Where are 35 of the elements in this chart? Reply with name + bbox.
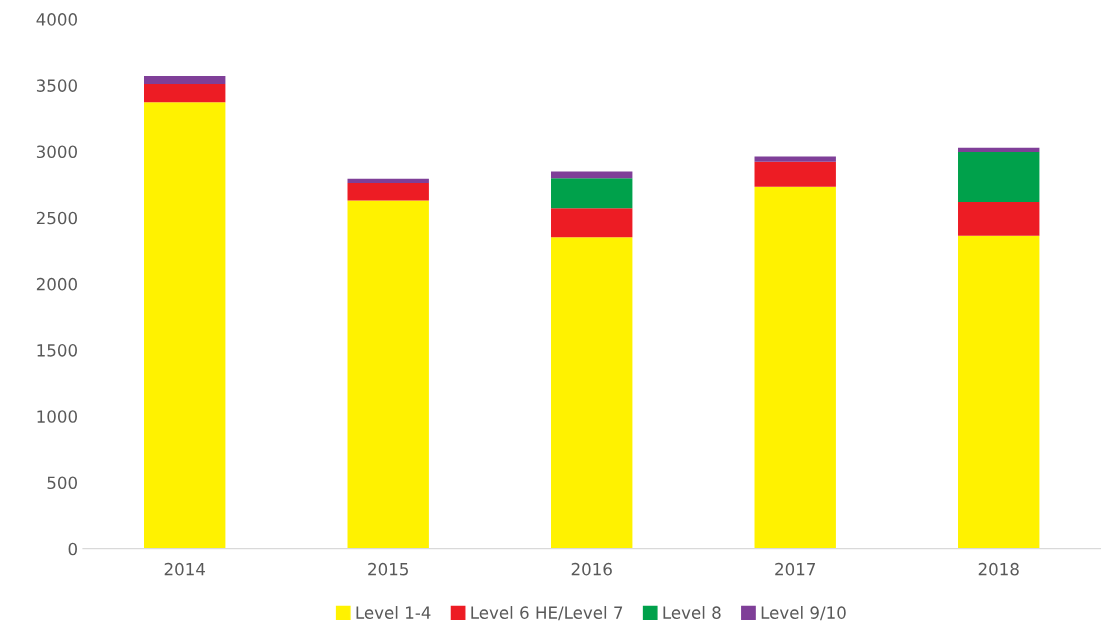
bar: [958, 202, 1040, 236]
y-tick-label: 3500: [36, 79, 77, 92]
y-tick-label: 2500: [36, 211, 77, 225]
y-tick-label: 3000: [36, 145, 77, 159]
bar: [551, 171, 633, 179]
bar: [551, 178, 633, 209]
x-tick-label: 2017: [775, 562, 815, 576]
bar: [347, 178, 429, 184]
bar: [144, 102, 226, 549]
bar: [347, 183, 429, 201]
bar: [754, 186, 836, 549]
y-tick-label: 0: [68, 542, 77, 556]
bar: [754, 161, 836, 187]
y-tick-label: 2000: [36, 277, 77, 291]
bar: [347, 200, 429, 549]
legend-label: Level 6 HE/Level 7: [471, 606, 623, 621]
bar: [551, 237, 633, 549]
bar: [958, 235, 1040, 549]
bar: [144, 75, 226, 84]
bar: [144, 83, 226, 103]
x-tick-label: 2018: [978, 562, 1019, 576]
legend-label: Level 1-4: [356, 606, 431, 619]
y-tick-label: 500: [47, 476, 77, 490]
bar: [958, 147, 1040, 153]
bar: [551, 208, 633, 238]
legend-label: Level 8: [663, 606, 721, 619]
y-tick-label: 4000: [36, 13, 77, 26]
x-tick-label: 2014: [164, 562, 205, 576]
x-tick-label: 2015: [368, 562, 408, 576]
bar: [958, 152, 1040, 203]
y-tick-label: 1500: [37, 344, 77, 357]
legend-label: Level 9/10: [761, 606, 846, 621]
bar: [754, 156, 836, 162]
x-tick-label: 2016: [571, 562, 612, 576]
y-tick-label: 1000: [37, 410, 77, 423]
